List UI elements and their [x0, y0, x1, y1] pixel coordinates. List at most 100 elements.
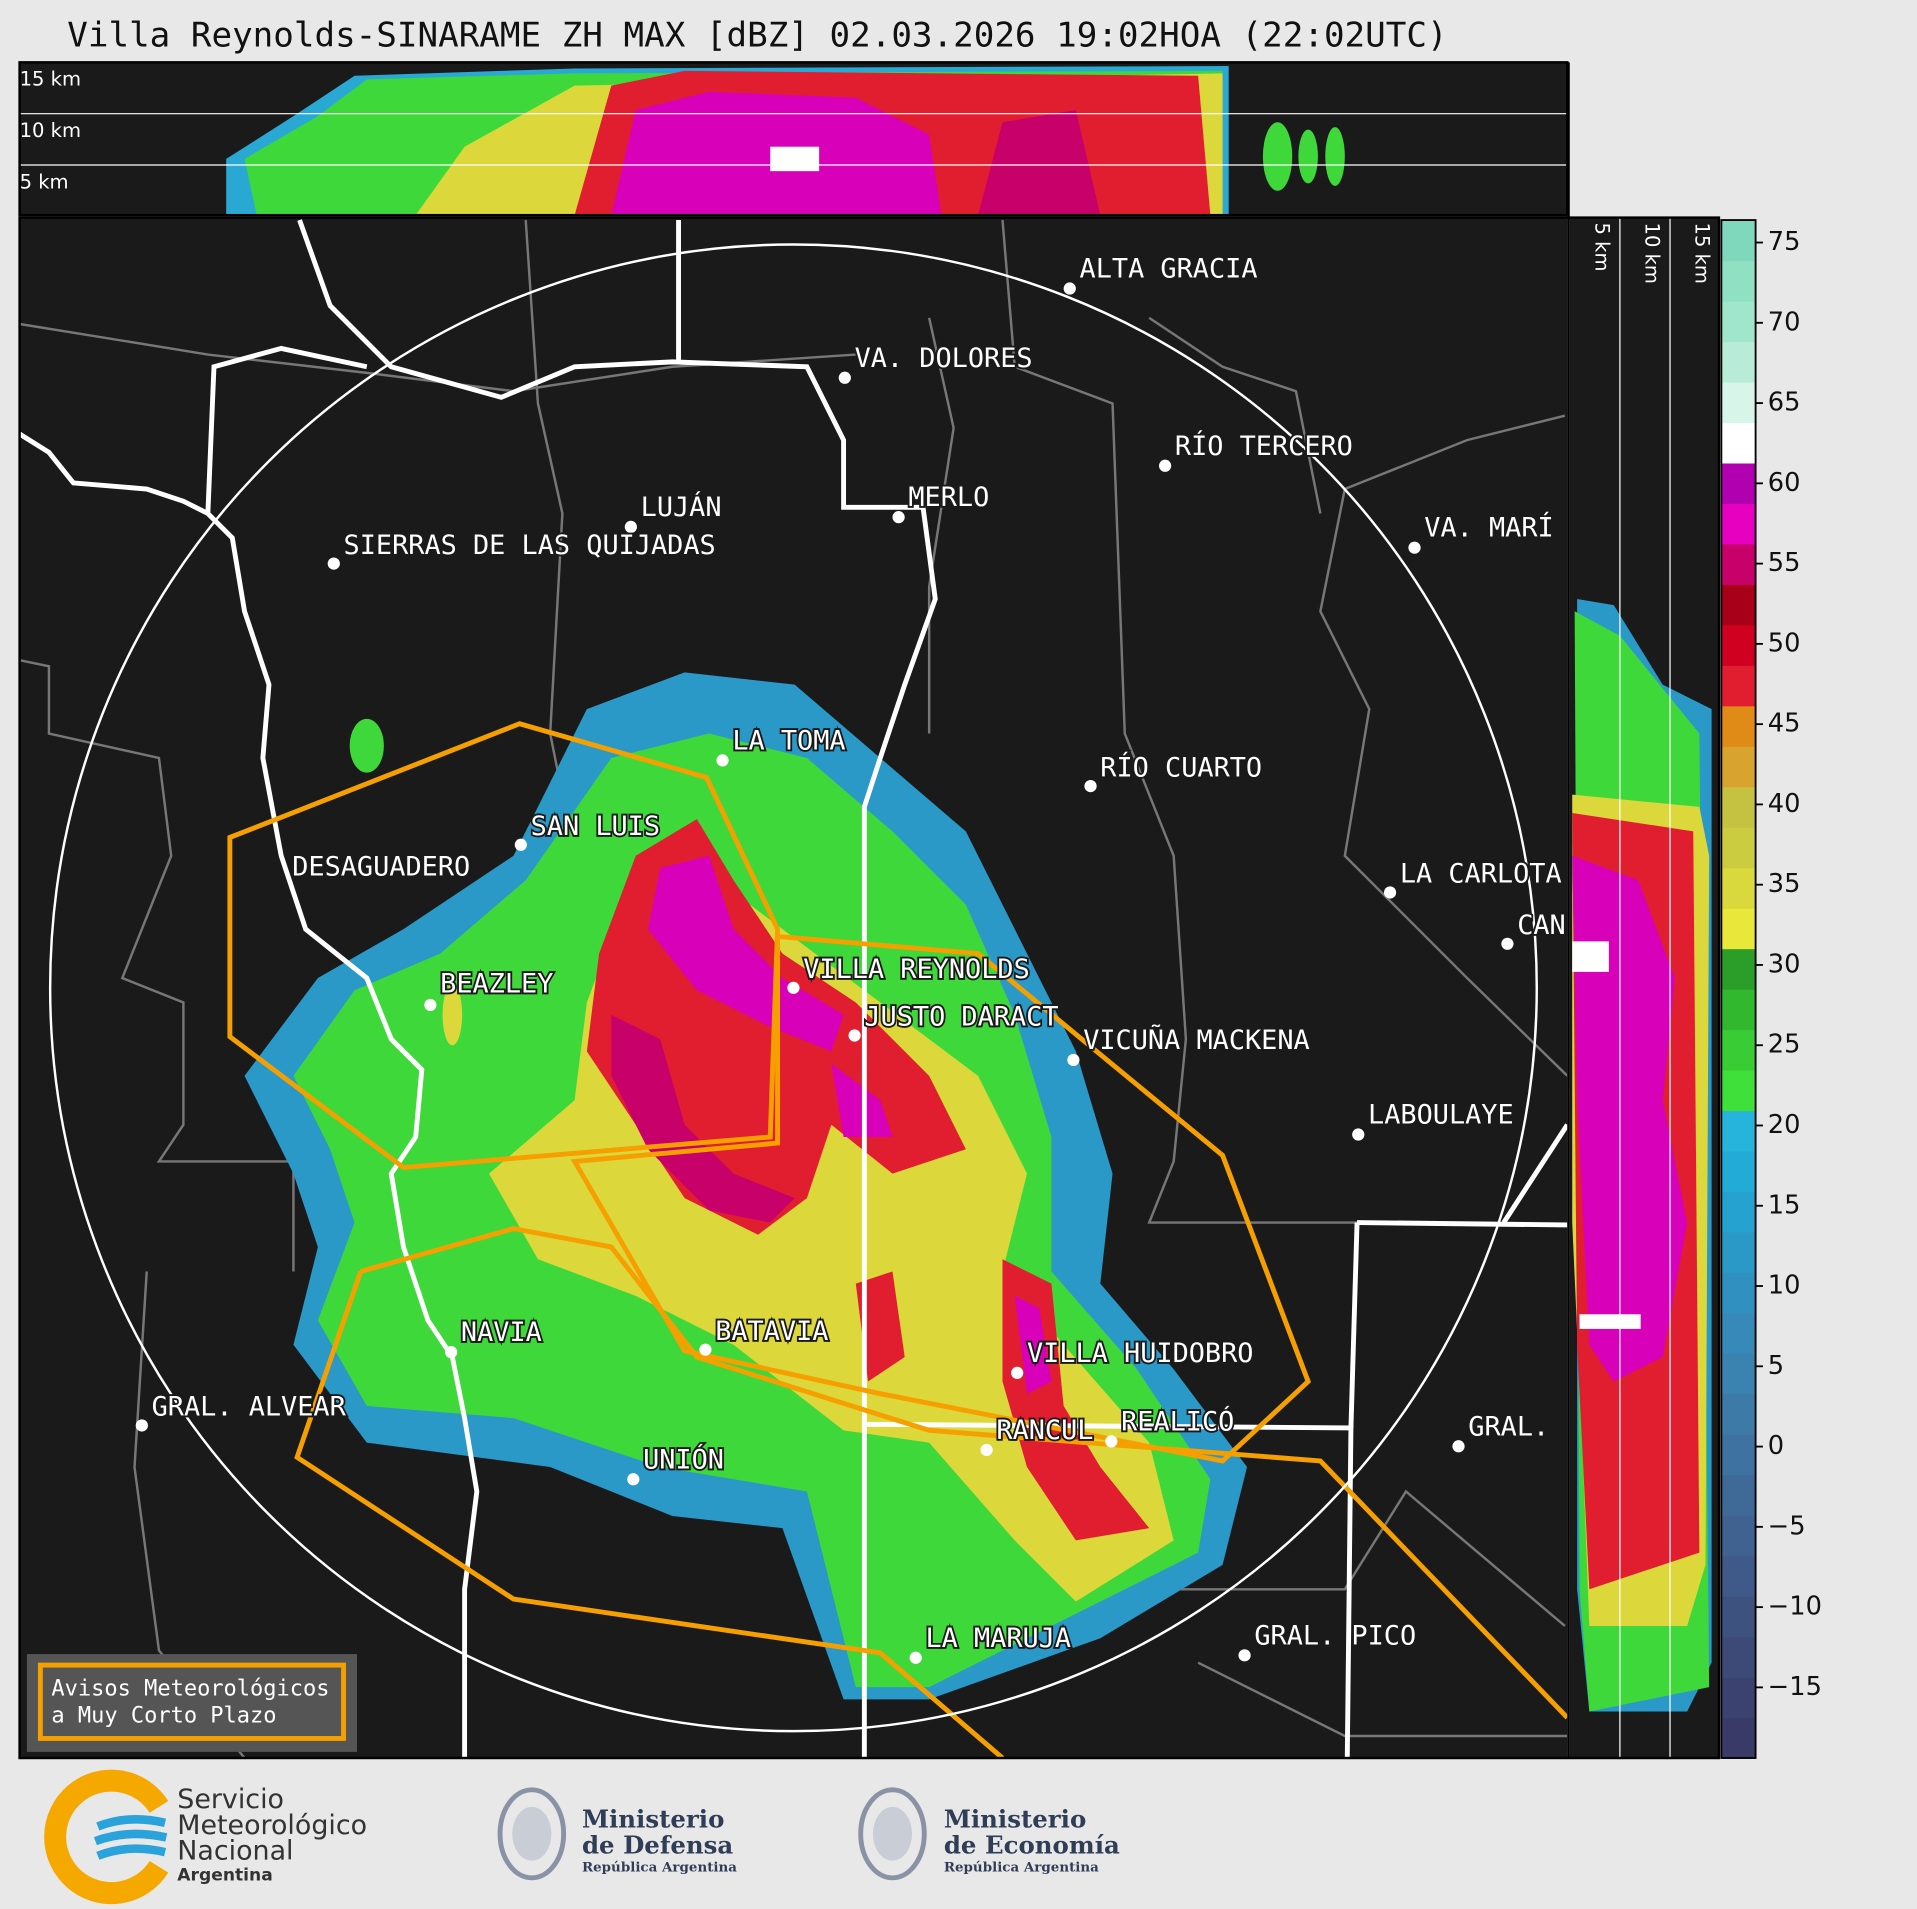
city-dot [716, 754, 729, 767]
colorbar-segment [1721, 301, 1756, 343]
city-dot [1238, 1649, 1251, 1662]
colorbar-segment [1721, 624, 1756, 666]
city-dot [1383, 886, 1397, 899]
city-dot [980, 1443, 993, 1457]
city-label: VICUÑA MACKENA [1083, 1024, 1310, 1056]
warning-text: Avisos Meteorológicos [51, 1677, 329, 1702]
colorbar-segment [1721, 908, 1756, 950]
city-dot [627, 1473, 640, 1486]
colorbar-segment [1721, 665, 1756, 707]
city-label: VA. DOLORES [855, 343, 1033, 374]
colorbar-segment [1721, 260, 1756, 302]
logo-text: Argentina [177, 1865, 272, 1885]
height-label: 10 km [1641, 223, 1664, 284]
logo-text: Ministerio [582, 1805, 724, 1834]
colorbar-segment [1721, 1474, 1756, 1516]
colorbar-tick-label: −5 [1768, 1511, 1806, 1541]
colorbar-tick-label: 10 [1768, 1271, 1801, 1301]
logo-text: Servicio [177, 1784, 284, 1815]
city-dot [1352, 1128, 1365, 1141]
city-label: LABOULAYE [1368, 1100, 1514, 1131]
colorbar-tick-label: 40 [1768, 789, 1801, 819]
city-dot [1063, 282, 1076, 295]
colorbar-segment [1721, 1110, 1756, 1152]
city-label: BEAZLEY [440, 969, 553, 1000]
colorbar-segment [1721, 1029, 1756, 1071]
city-dot [838, 371, 851, 384]
colorbar-segment [1721, 1434, 1756, 1476]
city-label: VA. MARÍ [1424, 512, 1553, 544]
city-label: BATAVIA [715, 1316, 828, 1347]
colorbar-frame [1720, 219, 1757, 1759]
economia-logo: Ministerio de Economía República Argenti… [858, 1787, 1120, 1881]
smn-logo: Servicio Meteorológico Nacional Argentin… [44, 1769, 367, 1905]
city-dot [424, 998, 437, 1012]
city-dot [445, 1346, 458, 1359]
colorbar-tick-label: 35 [1768, 869, 1801, 899]
colorbar-segment [1721, 989, 1756, 1031]
map-content: ALTA GRACIA VA. DOLORES RÍO TERCERO LUJÁN ME… [19, 219, 1568, 1759]
colorbar-segment [1721, 381, 1756, 424]
colorbar-tick-label: 30 [1768, 949, 1801, 979]
colorbar-tick-label: 20 [1768, 1110, 1801, 1140]
colorbar-tick-label: 0 [1768, 1431, 1784, 1461]
side-echo [1572, 599, 1712, 1712]
city-label: UNIÓN [643, 1443, 724, 1475]
title: Villa Reynolds-SINARAME ZH MAX [dBZ] 02.… [67, 15, 1447, 55]
defensa-logo: Ministerio de Defensa República Argentin… [497, 1787, 737, 1881]
city-label: MERLO [908, 482, 989, 513]
logo-text: Nacional [177, 1835, 293, 1866]
top-echo [226, 66, 1345, 216]
city-label: RÍO TERCERO [1175, 430, 1353, 462]
city-label: NAVIA [461, 1317, 542, 1348]
city-label: DESAGUADERO [292, 851, 470, 882]
colorbar-tick-label: 55 [1768, 548, 1801, 578]
city-label: SIERRAS DE LAS QUIJADAS [344, 530, 716, 561]
city-label: VILLA REYNOLDS [803, 954, 1030, 985]
city-label: RANCUL [996, 1415, 1093, 1446]
colorbar-segment [1721, 1150, 1756, 1193]
height-label: 10 km [20, 119, 81, 142]
colorbar-segment [1721, 1515, 1756, 1557]
height-label: 5 km [20, 170, 69, 193]
colorbar-segment [1721, 1677, 1756, 1719]
colorbar-segment [1721, 867, 1756, 909]
colorbar-segment [1721, 1231, 1756, 1273]
logo-text: Ministerio [944, 1805, 1086, 1834]
city-dot [1452, 1440, 1465, 1453]
colorbar-tick-label: 70 [1768, 307, 1801, 337]
colorbar-segment [1721, 1393, 1756, 1435]
city-dot [787, 981, 800, 994]
range-ring [48, 243, 1538, 1733]
city-dot [1067, 1053, 1080, 1067]
city-dot [1105, 1435, 1118, 1448]
city-label: RÍO CUARTO [1100, 751, 1262, 783]
colorbar-tick-label: 50 [1768, 628, 1801, 658]
city-dot [1501, 937, 1514, 950]
colorbar-segment [1721, 584, 1756, 626]
city-label: GRAL. PICO [1254, 1620, 1416, 1651]
logo-text: Meteorológico [177, 1810, 367, 1841]
colorbar-segment [1721, 786, 1756, 828]
city-label: GRAL. [1468, 1411, 1549, 1442]
logo-text: de Economía [944, 1830, 1120, 1859]
city-label: REALICÓ [1121, 1405, 1234, 1437]
colorbar-tick-label: 60 [1768, 468, 1801, 498]
city-label: JUSTO DARACT [864, 1002, 1058, 1033]
colorbar-segment [1721, 948, 1756, 990]
colorbar-segment [1721, 746, 1756, 788]
colorbar-segment [1721, 1596, 1756, 1638]
city-label: GRAL. ALVEAR [152, 1392, 347, 1423]
city-dot [1084, 779, 1097, 793]
colorbar-segment [1721, 503, 1756, 545]
colorbar-tick-label: 65 [1768, 388, 1801, 418]
colorbar-tick-label: −15 [1768, 1672, 1822, 1702]
warning-legend [26, 1654, 358, 1752]
height-label: 15 km [1691, 223, 1714, 284]
city-label: CAN [1517, 910, 1566, 941]
city-dot [327, 557, 340, 570]
warning-text: a Muy Corto Plazo [51, 1704, 276, 1729]
logo-text: República Argentina [944, 1860, 1099, 1876]
colorbar-segment [1721, 1353, 1756, 1395]
